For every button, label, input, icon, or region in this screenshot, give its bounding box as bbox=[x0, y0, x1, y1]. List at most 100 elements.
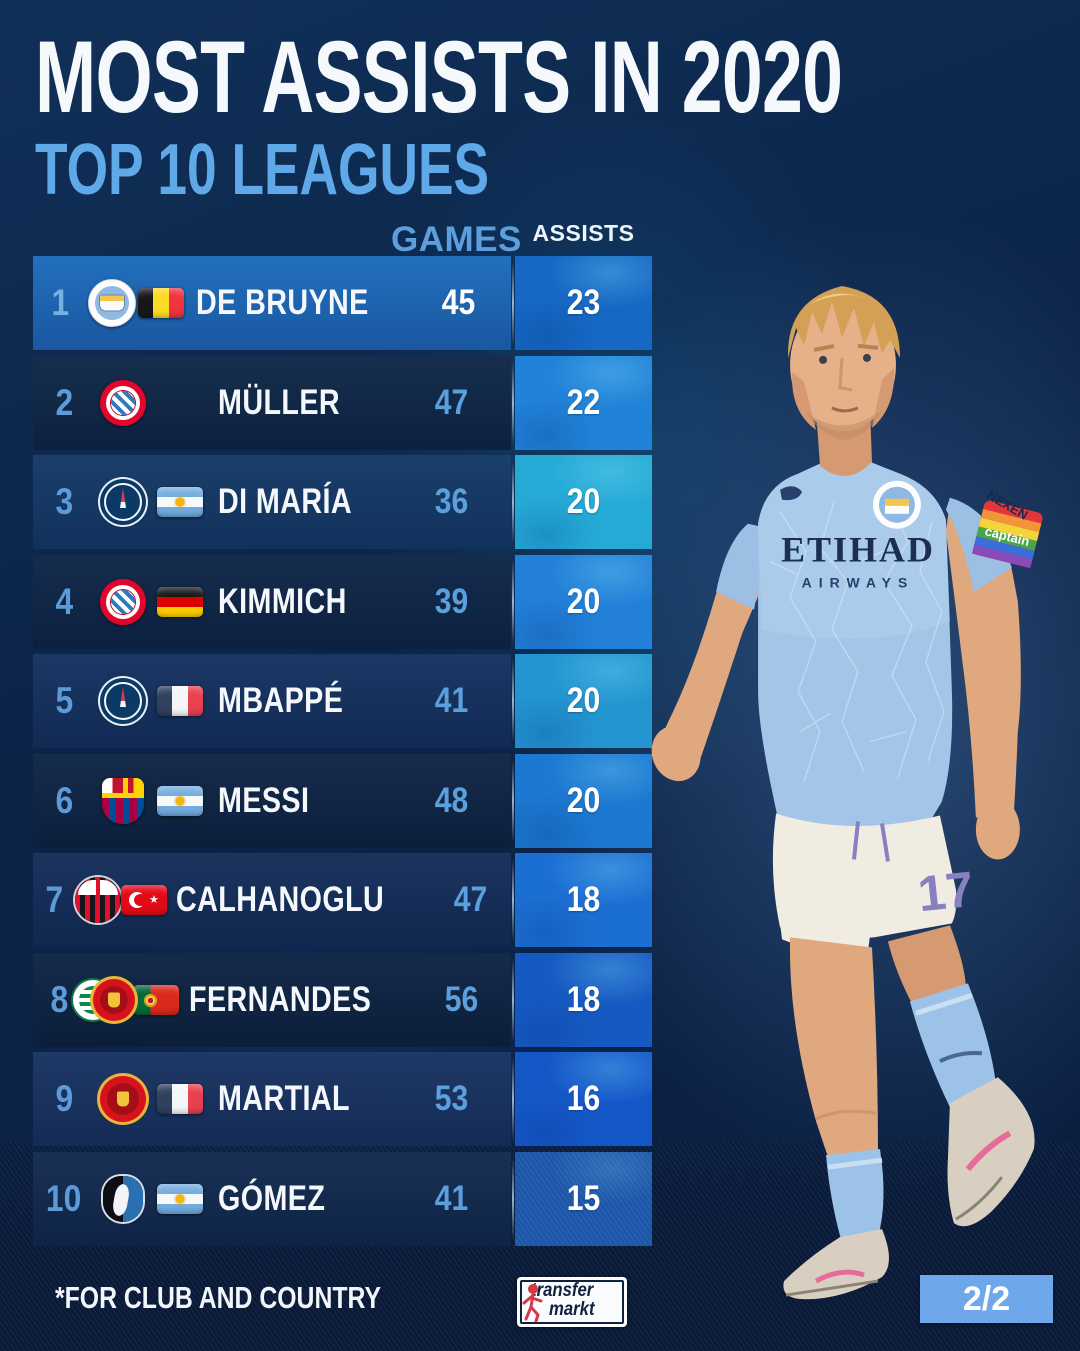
games-value: 47 bbox=[453, 880, 488, 919]
club-badge-cell bbox=[95, 777, 151, 824]
page-indicator-badge: 2/2 bbox=[920, 1275, 1053, 1323]
brand-word-1: transfer bbox=[531, 1280, 594, 1301]
turkey-flag-icon: ★ bbox=[120, 885, 167, 915]
assists-cell: 20 bbox=[512, 654, 652, 748]
flag-cell bbox=[151, 1183, 209, 1214]
rank-value: 5 bbox=[55, 680, 73, 721]
france-flag-icon bbox=[157, 686, 203, 716]
player-name: MÜLLER bbox=[218, 382, 341, 422]
games-value: 56 bbox=[444, 979, 478, 1019]
shorts-number: 17 bbox=[915, 861, 976, 922]
manchester-united-badge-icon bbox=[93, 978, 136, 1021]
svg-text:captain: captain bbox=[983, 523, 1031, 549]
club-badge-cell bbox=[95, 1076, 151, 1122]
rank-value: 7 bbox=[45, 879, 63, 920]
germany-flag-icon bbox=[157, 586, 203, 617]
assists-value: 15 bbox=[566, 1178, 601, 1218]
player-name: KIMMICH bbox=[218, 581, 347, 621]
rank-value: 3 bbox=[55, 481, 73, 522]
assists-cell: 23 bbox=[512, 256, 652, 350]
assists-cell: 20 bbox=[512, 455, 652, 549]
column-header-assists: ASSISTS bbox=[532, 220, 635, 246]
club-badge-cell bbox=[95, 379, 151, 426]
player-name: MARTIAL bbox=[218, 1079, 350, 1118]
games-value: 39 bbox=[434, 581, 468, 621]
psg-badge-icon bbox=[100, 479, 146, 525]
player-name: MESSI bbox=[218, 780, 310, 820]
table-row: 3 DI MARÍA 36 20 bbox=[33, 455, 652, 549]
club-badge-cell bbox=[95, 479, 151, 525]
games-value: 41 bbox=[434, 681, 468, 720]
assists-cell: 15 bbox=[512, 1151, 652, 1246]
table-row: 7 ★ CALHANOGLU 47 18 bbox=[33, 853, 652, 947]
assists-value: 18 bbox=[566, 979, 601, 1019]
games-value: 47 bbox=[434, 382, 468, 422]
flag-cell bbox=[151, 1084, 209, 1114]
france-flag-icon bbox=[157, 1084, 203, 1114]
flag-cell bbox=[151, 785, 209, 816]
table-row: 6 MESSI 48 20 bbox=[33, 753, 652, 848]
assists-value: 20 bbox=[566, 780, 601, 820]
ac-milan-badge-icon bbox=[74, 877, 121, 923]
assists-cell: 20 bbox=[512, 753, 652, 848]
assists-value: 16 bbox=[566, 1079, 601, 1118]
games-value: 36 bbox=[434, 482, 468, 521]
assists-cell: 16 bbox=[512, 1052, 652, 1146]
brand-player-figure-icon bbox=[522, 1284, 543, 1323]
rank-value: 2 bbox=[55, 381, 73, 423]
footnote: *FOR CLUB AND COUNTRY bbox=[55, 1280, 382, 1315]
table-row: 9 MARTIAL 53 16 bbox=[33, 1052, 652, 1146]
assists-cell: 22 bbox=[512, 355, 652, 450]
brand-word-2: markt bbox=[549, 1299, 595, 1320]
player-name: DI MARÍA bbox=[218, 482, 353, 521]
games-value: 48 bbox=[434, 780, 468, 820]
games-value: 41 bbox=[434, 1178, 468, 1218]
assists-value: 22 bbox=[566, 382, 601, 422]
player-name: CALHANOGLU bbox=[175, 880, 385, 919]
flag-cell: ★ bbox=[120, 885, 167, 915]
barcelona-badge-icon bbox=[102, 777, 144, 824]
flag-cell bbox=[151, 487, 209, 517]
portugal-flag-icon bbox=[132, 984, 179, 1015]
club-badge-cell bbox=[95, 678, 151, 724]
club-badge-cell bbox=[87, 279, 136, 327]
flag-cell bbox=[151, 686, 209, 716]
bayern-munich-badge-icon bbox=[100, 578, 146, 625]
psg-badge-icon bbox=[100, 678, 146, 724]
flag-cell bbox=[136, 288, 187, 318]
manchester-city-badge-icon bbox=[87, 279, 136, 327]
assists-cell: 18 bbox=[512, 952, 652, 1047]
rank-value: 10 bbox=[46, 1177, 82, 1219]
rank-value: 8 bbox=[49, 978, 68, 1020]
column-header-games: GAMES bbox=[391, 220, 522, 259]
assists-ranking-table: 1 DE BRUYNE 45 23 2 MÜLLER 47 22 3 bbox=[33, 256, 652, 1246]
atalanta-badge-icon bbox=[103, 1175, 143, 1222]
manchester-united-badge-icon bbox=[100, 1076, 146, 1122]
club-badge-cell bbox=[74, 877, 121, 923]
player-name: FERNANDES bbox=[188, 979, 371, 1019]
shirt-sponsor-text2: AIRWAYS bbox=[802, 575, 915, 591]
argentina-flag-icon bbox=[157, 1183, 203, 1214]
argentina-flag-icon bbox=[157, 487, 203, 517]
table-row: 1 DE BRUYNE 45 23 bbox=[33, 256, 652, 350]
assists-value: 20 bbox=[566, 681, 601, 720]
games-value: 53 bbox=[434, 1079, 468, 1118]
flag-cell bbox=[151, 586, 209, 617]
belgium-flag-icon bbox=[138, 288, 185, 318]
assists-cell: 18 bbox=[512, 853, 652, 947]
bayern-munich-badge-icon bbox=[100, 379, 146, 426]
rank-value: 4 bbox=[55, 580, 73, 622]
argentina-flag-icon bbox=[157, 785, 203, 816]
player-name: DE BRUYNE bbox=[195, 283, 369, 322]
page-title: MOST ASSISTS IN 2020 bbox=[35, 20, 843, 134]
player-name: GÓMEZ bbox=[218, 1178, 326, 1218]
page-indicator-text: 2/2 bbox=[962, 1279, 1011, 1318]
club-badge-cell bbox=[95, 1175, 151, 1222]
games-value: 45 bbox=[441, 283, 476, 322]
table-row: 5 MBAPPÉ 41 20 bbox=[33, 654, 652, 748]
table-row: 4 KIMMICH 39 20 bbox=[33, 554, 652, 649]
table-row: 2 MÜLLER 47 22 bbox=[33, 355, 652, 450]
assists-value: 20 bbox=[566, 581, 601, 621]
table-row: 8 FERNANDES 56 18 bbox=[33, 952, 652, 1047]
